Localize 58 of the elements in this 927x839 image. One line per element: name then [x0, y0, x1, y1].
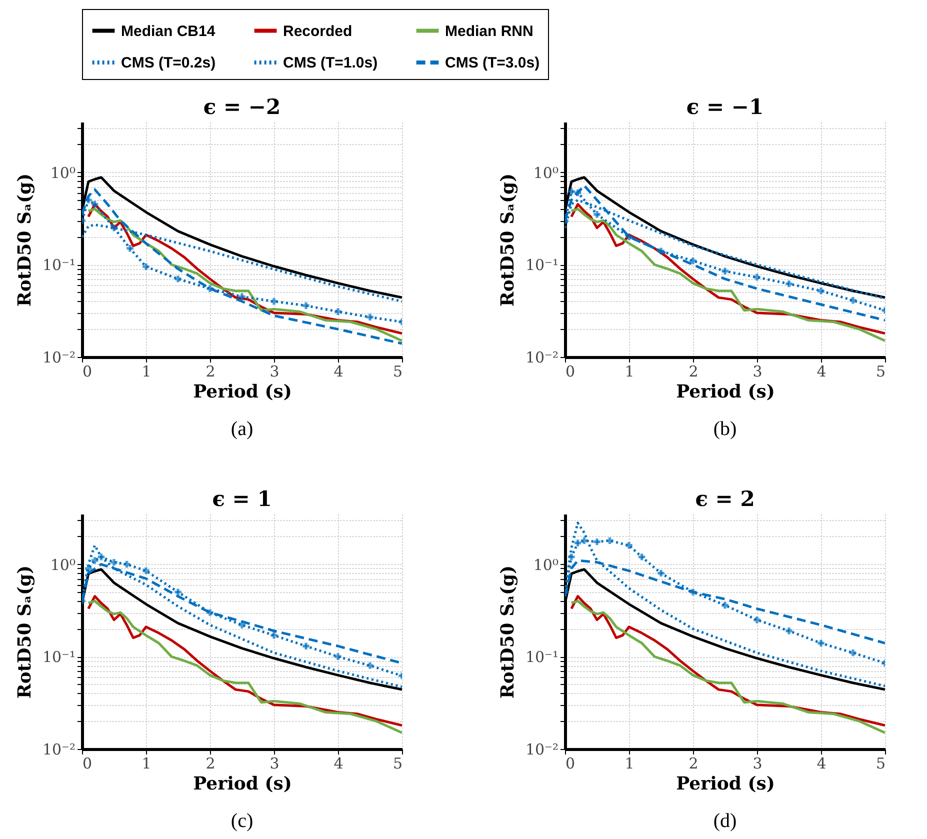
- y-axis-title: RotD50 Sₐ(g): [14, 173, 36, 307]
- y-axis-title: RotD50 Sₐ(g): [497, 565, 518, 699]
- text: (b): [713, 418, 737, 440]
- y-tick-label: 10⁻¹: [42, 256, 76, 274]
- legend-label: Median RNN: [445, 22, 534, 40]
- x-tick-label: 2: [688, 362, 698, 380]
- x-tick-label: 5: [876, 362, 886, 380]
- x-tick-label: 2: [688, 754, 698, 772]
- y-tick-label: 10⁻²: [42, 740, 76, 758]
- y-axis-title: RotD50 Sₐ(g): [14, 565, 36, 699]
- x-tick-label: 3: [270, 362, 280, 380]
- x-axis-title: Period (s): [676, 382, 775, 402]
- y-tick-label: 10⁻²: [42, 348, 76, 366]
- y-tick-label: 10⁰: [533, 556, 558, 574]
- x-tick-label: 0: [566, 362, 576, 380]
- y-tick-label: 10⁰: [533, 164, 558, 182]
- x-tick-label: 4: [334, 362, 344, 380]
- x-tick-label: 4: [334, 754, 344, 772]
- text: (a): [230, 418, 254, 440]
- x-tick-label: 1: [624, 754, 634, 772]
- chart-title: ϵ = −1: [686, 94, 764, 119]
- y-tick-label: 10⁻²: [525, 740, 558, 758]
- x-tick-label: 2: [206, 754, 216, 772]
- x-axis-title: Period (s): [193, 382, 292, 402]
- x-tick-label: 3: [270, 754, 280, 772]
- y-axis-title: RotD50 Sₐ(g): [497, 173, 518, 307]
- y-tick-label: 10⁻¹: [525, 648, 558, 666]
- x-tick-label: 1: [142, 754, 152, 772]
- x-tick-label: 5: [392, 362, 402, 380]
- text: (c): [230, 810, 254, 832]
- x-tick-label: 2: [206, 362, 216, 380]
- legend-label: CMS (T=0.2s): [121, 54, 216, 72]
- legend-label: CMS (T=1.0s): [283, 54, 378, 72]
- chart-title: ϵ = 1: [212, 486, 272, 511]
- y-tick-label: 10⁰: [50, 556, 76, 574]
- text: (d): [713, 810, 737, 832]
- x-tick-label: 5: [876, 754, 886, 772]
- x-tick-label: 3: [752, 362, 762, 380]
- x-tick-label: 0: [566, 754, 576, 772]
- y-tick-label: 10⁰: [50, 164, 76, 182]
- chart-title: ϵ = 2: [695, 486, 755, 511]
- x-tick-label: 4: [816, 754, 826, 772]
- x-tick-label: 1: [624, 362, 634, 380]
- x-tick-label: 0: [82, 754, 92, 772]
- x-tick-label: 0: [82, 362, 92, 380]
- x-axis-title: Period (s): [193, 774, 292, 794]
- y-tick-label: 10⁻¹: [42, 648, 76, 666]
- chart-title: ϵ = −2: [203, 94, 281, 119]
- x-tick-label: 5: [392, 754, 402, 772]
- x-tick-label: 3: [752, 754, 762, 772]
- x-axis-title: Period (s): [676, 774, 775, 794]
- x-tick-label: 4: [816, 362, 826, 380]
- legend-label: Median CB14: [121, 22, 216, 40]
- y-tick-label: 10⁻¹: [525, 256, 558, 274]
- legend-label: Recorded: [283, 22, 352, 40]
- legend-label: CMS (T=3.0s): [445, 54, 540, 72]
- x-tick-label: 1: [142, 362, 152, 380]
- y-tick-label: 10⁻²: [525, 348, 558, 366]
